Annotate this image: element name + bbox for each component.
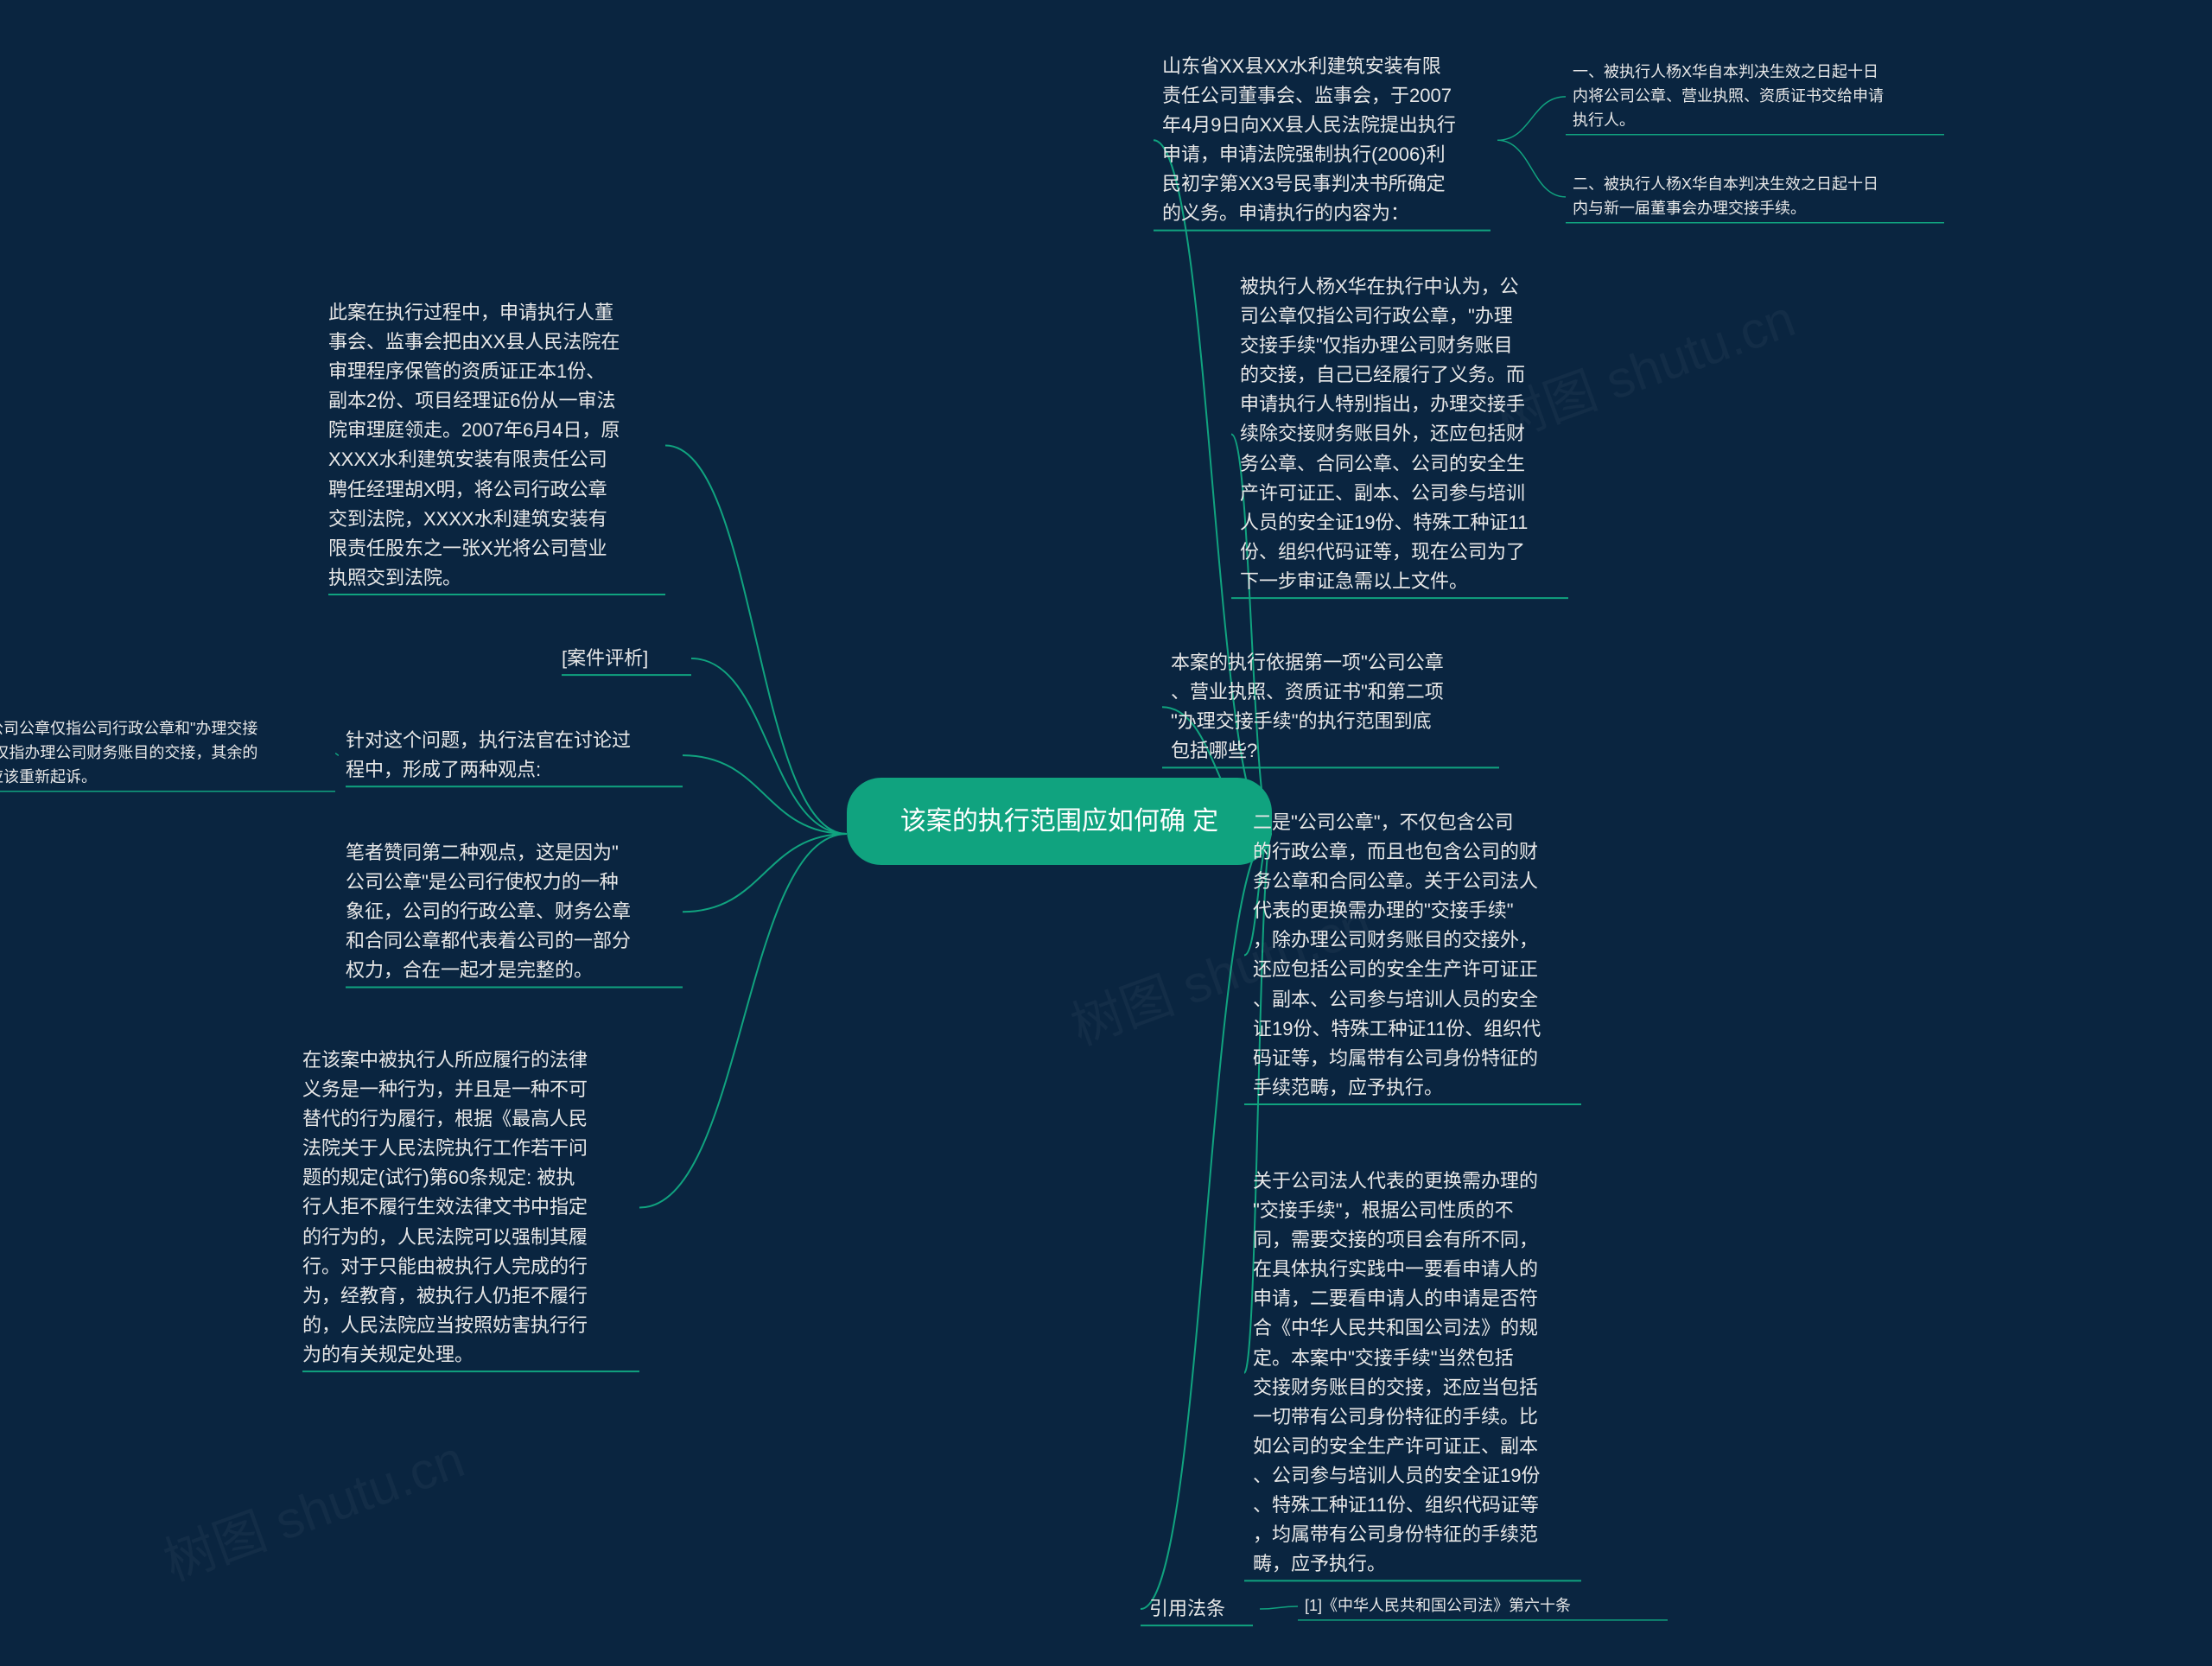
node-r6: 引用法条 [1149,1594,1253,1624]
node-l5: 在该案中被执行人所应履行的法律 义务是一种行为，并且是一种不可 替代的行为履行，… [302,1046,631,1370]
center-text: 该案的执行范围应如何确 定 [900,807,1218,836]
node-l2: [案件评析] [562,644,683,673]
center-node: 该案的执行范围应如何确 定 [847,778,1272,865]
node-r1a: 一、被执行人杨X华自本判决生效之日起十日 内将公司公章、营业执照、资质证书交给申… [1573,60,1944,133]
node-r1: 山东省XX县XX水利建筑安装有限 责任公司董事会、监事会，于2007 年4月9日… [1162,52,1491,229]
node-l3: 针对这个问题，执行法官在讨论过 程中，形成了两种观点: [346,726,674,785]
node-r3: 本案的执行依据第一项"公司公章 、营业执照、资质证书"和第二项 "办理交接手续"… [1171,648,1499,766]
node-l4: 笔者赞同第二种观点，这是因为" 公司公章"是公司行使权力的一种 象征，公司的行政… [346,838,674,985]
node-r1b: 二、被执行人杨X华自本判决生效之日起十日 内与新一届董事会办理交接手续。 [1573,173,1944,221]
watermark-0: 树图 shutu.cn [152,1417,473,1595]
node-l3a: 一是公司公章仅指公司行政公章和"办理交接 手续"仅指办理公司财务账目的交接，其余… [0,717,328,790]
node-r5: 关于公司法人代表的更换需办理的 "交接手续"，根据公司性质的不 同，需要交接的项… [1253,1167,1581,1579]
node-l1: 此案在执行过程中，申请执行人董 事会、监事会把由XX县人民法院在 审理程序保管的… [328,298,657,593]
node-r4: 二是"公司公章"，不仅包含公司 的行政公章，而且也包含公司的财 务公章和合同公章… [1253,808,1581,1103]
node-r2: 被执行人杨X华在执行中认为，公 司公章仅指公司行政公章，"办理 交接手续"仅指办… [1240,272,1568,596]
node-r6a: [1]《中华人民共和国公司法》第六十条 [1305,1594,1668,1618]
